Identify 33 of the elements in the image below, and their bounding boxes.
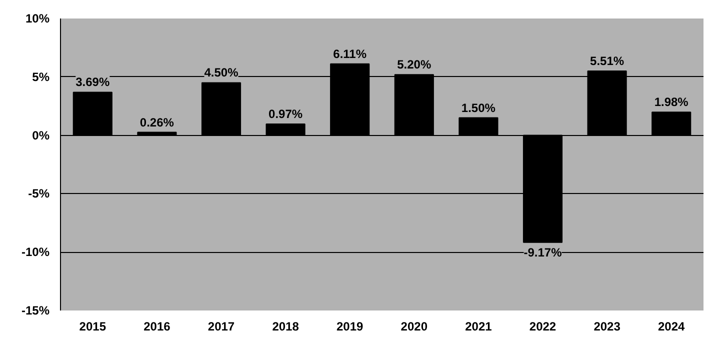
y-tick-label: -15% — [21, 304, 50, 318]
data-label: 6.11% — [333, 46, 367, 61]
bar — [201, 82, 242, 136]
x-tick-label: 2019 — [336, 320, 364, 334]
data-label: 1.98% — [654, 95, 689, 110]
x-tick-label: 2017 — [208, 320, 235, 334]
data-label: -9.17% — [524, 245, 562, 260]
x-tick-label: 2021 — [465, 320, 492, 334]
y-tick-label: -5% — [28, 186, 50, 201]
data-label: 0.97% — [268, 106, 303, 121]
x-tick-label: 2023 — [594, 320, 621, 334]
y-tick-label: 10% — [25, 12, 50, 26]
x-tick-label: 2016 — [144, 320, 171, 334]
x-tick-label: 2018 — [272, 320, 300, 334]
bar — [458, 117, 498, 136]
y-tick-label: -10% — [21, 245, 50, 260]
x-tick-label: 2024 — [658, 320, 686, 334]
x-tick-label: 2015 — [79, 320, 106, 334]
x-tick-label: 2022 — [529, 320, 556, 334]
data-label: 3.69% — [76, 75, 110, 90]
data-label: 4.50% — [204, 66, 239, 80]
bar — [72, 92, 112, 136]
bar — [652, 112, 692, 136]
y-tick-label: 0% — [32, 128, 50, 142]
bar — [522, 134, 563, 243]
y-tick-label: 5% — [32, 70, 50, 84]
bar — [266, 123, 306, 136]
data-label: 5.20% — [397, 58, 432, 72]
x-tick-label: 2020 — [400, 320, 428, 334]
bar — [137, 132, 177, 136]
data-label: 1.50% — [461, 100, 496, 115]
data-label: 5.51% — [590, 54, 624, 68]
data-label: 0.26% — [140, 115, 174, 130]
